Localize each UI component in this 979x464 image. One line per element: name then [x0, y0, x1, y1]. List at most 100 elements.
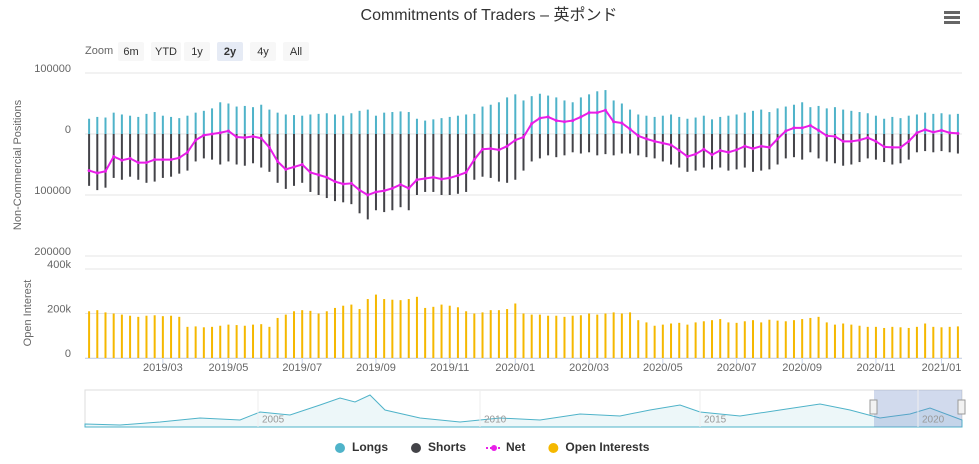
range-button-label[interactable]: YTD [155, 46, 177, 58]
bar [342, 305, 345, 358]
legend-label[interactable]: Longs [352, 440, 388, 454]
range-button[interactable] [283, 42, 309, 61]
legend-label[interactable]: Net [506, 440, 525, 454]
bar [506, 97, 509, 134]
bar [858, 112, 861, 134]
bar [612, 100, 615, 134]
bar [342, 134, 345, 203]
bar [842, 134, 845, 166]
legend-label[interactable]: Open Interests [565, 440, 649, 454]
bar [383, 134, 386, 213]
bar [333, 114, 336, 134]
menu-button[interactable] [944, 11, 960, 24]
bar [915, 326, 918, 358]
bar [153, 315, 156, 358]
bar [956, 326, 959, 358]
range-button-label[interactable]: 1y [191, 46, 203, 58]
bar [563, 100, 566, 134]
navigator-label: 2020 [922, 415, 945, 426]
bar [391, 112, 394, 134]
bar [866, 113, 869, 134]
bar [350, 304, 353, 358]
bar [465, 114, 468, 134]
bar [809, 134, 812, 153]
bar [325, 311, 328, 358]
bar [391, 299, 394, 358]
bar [768, 319, 771, 358]
y-axis-title: Non-Commercial Positions [12, 99, 24, 230]
bar [891, 134, 894, 165]
bar [235, 134, 238, 165]
range-button[interactable] [118, 42, 144, 61]
range-button[interactable] [250, 42, 276, 61]
x-tick-label: 2019/07 [282, 362, 322, 374]
bar [104, 312, 107, 358]
bar [924, 323, 927, 358]
bar [219, 325, 222, 358]
bar [858, 134, 861, 163]
bar [473, 113, 476, 134]
bar [96, 116, 99, 134]
bar [399, 111, 402, 134]
bar [178, 134, 181, 174]
bar [702, 321, 705, 358]
bar [137, 316, 140, 358]
bar [456, 134, 459, 194]
bar [850, 324, 853, 358]
bar [686, 134, 689, 172]
bar [801, 102, 804, 134]
y-tick-label: 200k [47, 303, 71, 315]
range-button[interactable] [151, 42, 181, 61]
bar [473, 134, 476, 180]
bar [883, 118, 886, 134]
bar [186, 326, 189, 358]
legend-symbol [491, 445, 498, 451]
x-tick-label: 2020/03 [569, 362, 609, 374]
bar [694, 134, 697, 171]
bar [768, 134, 771, 170]
range-button-label[interactable]: 4y [257, 46, 269, 58]
bar [497, 134, 500, 182]
y-axis-title: Open Interest [22, 280, 34, 347]
bar [735, 114, 738, 134]
navigator[interactable] [84, 389, 966, 428]
bar [563, 316, 566, 358]
bar [547, 134, 550, 156]
bar [596, 314, 599, 358]
range-button-label[interactable]: 2y [224, 46, 237, 58]
bar [383, 299, 386, 358]
bar [522, 134, 525, 171]
bar [547, 315, 550, 358]
legend-symbol [335, 443, 345, 453]
bar [874, 115, 877, 134]
bar [817, 134, 820, 159]
bar [178, 316, 181, 358]
bar [374, 134, 377, 211]
bar [760, 322, 763, 358]
bar [874, 134, 877, 160]
bar [161, 316, 164, 358]
bar [333, 134, 336, 202]
y-tick-label: 400k [47, 259, 71, 271]
bar [96, 310, 99, 358]
bar [809, 107, 812, 134]
range-button-label[interactable]: All [290, 46, 302, 58]
bar [653, 134, 656, 159]
bar [129, 115, 132, 134]
range-button[interactable] [217, 42, 243, 61]
bar [415, 118, 418, 134]
legend-label[interactable]: Shorts [428, 440, 466, 454]
range-button[interactable] [184, 42, 210, 61]
range-button-label[interactable]: 6m [123, 46, 138, 58]
bar [325, 113, 328, 134]
bar [825, 108, 828, 134]
bar [522, 100, 525, 134]
bar [932, 134, 935, 153]
bar [792, 104, 795, 134]
bar [514, 94, 517, 134]
bar [751, 110, 754, 134]
bar [915, 114, 918, 134]
bar [833, 134, 836, 164]
bar [866, 326, 869, 358]
